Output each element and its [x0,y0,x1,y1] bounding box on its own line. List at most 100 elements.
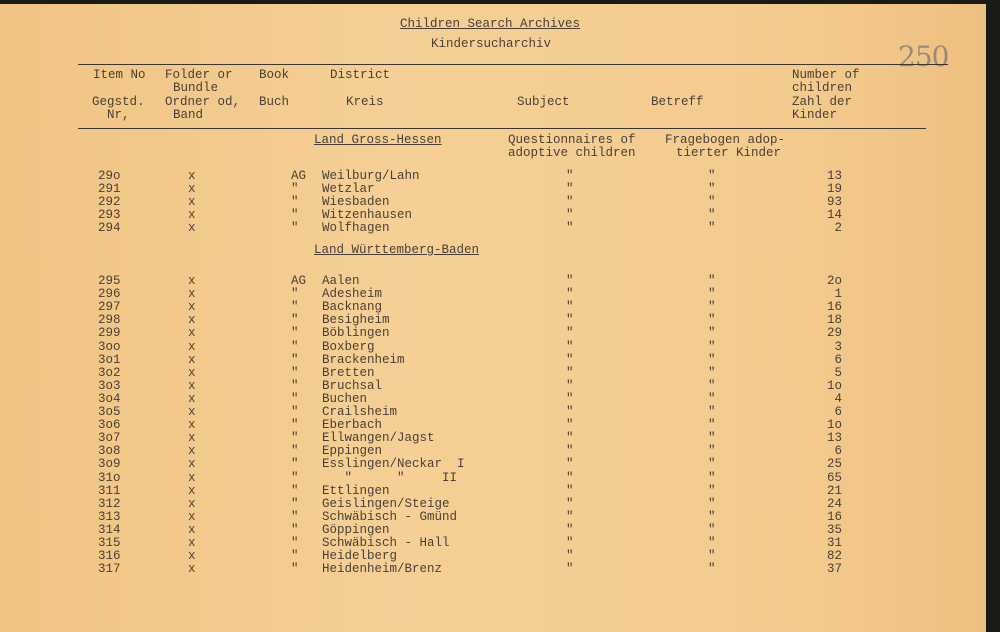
district: Weilburg/Lahn [322,169,420,183]
book-code: " [291,339,299,354]
betreff-ditto: " [708,169,716,183]
district: Ellwangen/Jagst [322,431,435,446]
betreff-ditto: " [708,549,716,564]
district: Backnang [322,300,383,315]
book-code: " [291,182,299,197]
subject-ditto: " [566,274,574,288]
item-number: 3o4 [98,391,121,406]
item-number: 3oo [98,339,121,354]
folder-mark: x [188,339,196,354]
col-folder-en: Folder or [165,68,233,82]
betreff-ditto: " [708,287,716,302]
betreff-ditto: " [708,326,716,341]
header-rule-top [78,64,948,65]
book-code: " [291,496,299,511]
child-count: 37 [826,562,842,577]
item-number: 314 [98,522,121,537]
district: Geislingen/Steige [322,496,450,511]
item-number: 316 [98,549,121,564]
book-code: " [291,326,299,341]
subject-ditto: " [566,405,574,419]
subject-ditto: " [566,536,574,550]
subject-text-2: adoptive children [508,146,636,160]
betreff-ditto: " [708,444,716,459]
item-number: 291 [98,182,121,197]
book-code: AG [291,169,307,183]
col-folder-en2: Bundle [173,81,219,95]
book-code: " [291,418,299,433]
district: Bretten [322,365,375,380]
folder-mark: x [188,182,196,197]
col-district-de: Kreis [346,95,384,109]
folder-mark: x [188,391,196,406]
item-number: 317 [98,562,121,577]
subject-ditto: " [566,169,574,183]
col-folder-de: Ordner od, [165,95,241,109]
subject-ditto: " [566,562,574,577]
subject-ditto: " [566,418,574,433]
item-number: 3o7 [98,431,121,446]
subject-ditto: " [566,391,574,406]
child-count: 5 [834,365,842,380]
district: Bruchsal [322,378,383,393]
item-number: 3o9 [98,457,121,472]
betreff-ditto: " [708,562,716,577]
book-code: " [291,208,299,223]
col-book-de: Buch [259,95,290,109]
subject-ditto: " [566,483,574,498]
book-code: " [291,522,299,537]
folder-mark: x [188,536,196,550]
folder-mark: x [188,418,196,433]
item-number: 3o5 [98,405,121,419]
col-count-1: Number of [792,68,860,82]
child-count: 19 [826,182,842,197]
book-code: " [291,509,299,524]
book-code: " [291,391,299,406]
child-count: 1 [834,287,842,302]
child-count: 21 [826,483,842,498]
folder-mark: x [188,509,196,524]
book-code: " [291,405,299,419]
folder-mark: x [188,496,196,511]
folder-mark: x [188,562,196,577]
district: Heidenheim/Brenz [322,562,443,577]
subject-ditto: " [566,326,574,341]
betreff-ditto: " [708,483,716,498]
child-count: 13 [826,169,842,183]
district: Schwäbisch - Gmünd [322,509,458,524]
betreff-ditto: " [708,431,716,446]
betreff-ditto: " [708,221,716,236]
subject-ditto: " [566,352,574,367]
child-count: 2o [826,274,842,288]
betreff-text-2: tierter Kinder [676,146,782,160]
district: Ettlingen [322,483,390,498]
folder-mark: x [188,195,196,210]
folder-mark: x [188,208,196,223]
district: Böblingen [322,326,390,341]
col-count-4: Kinder [792,108,838,122]
district: Crailsheim [322,405,398,419]
folder-mark: x [188,221,196,236]
child-count: 14 [826,208,842,223]
book-code: " [291,562,299,577]
subject-ditto: " [566,496,574,511]
col-count-3: Zahl der [792,95,853,109]
subject-ditto: " [566,195,574,210]
district: Aalen [322,274,360,288]
book-code: " [291,352,299,367]
district: Brackenheim [322,352,405,367]
betreff-ditto: " [708,496,716,511]
child-count: 35 [826,522,842,537]
district: Eberbach [322,418,383,433]
child-count: 82 [826,549,842,564]
child-count: 25 [826,457,842,472]
folder-mark: x [188,300,196,315]
book-code: " [291,536,299,550]
col-betreff: Betreff [651,95,704,109]
child-count: 6 [834,352,842,367]
folder-mark: x [188,313,196,328]
district: Wiesbaden [322,195,390,210]
district: Heidelberg [322,549,398,564]
item-number: 315 [98,536,121,550]
book-code: " [291,365,299,380]
